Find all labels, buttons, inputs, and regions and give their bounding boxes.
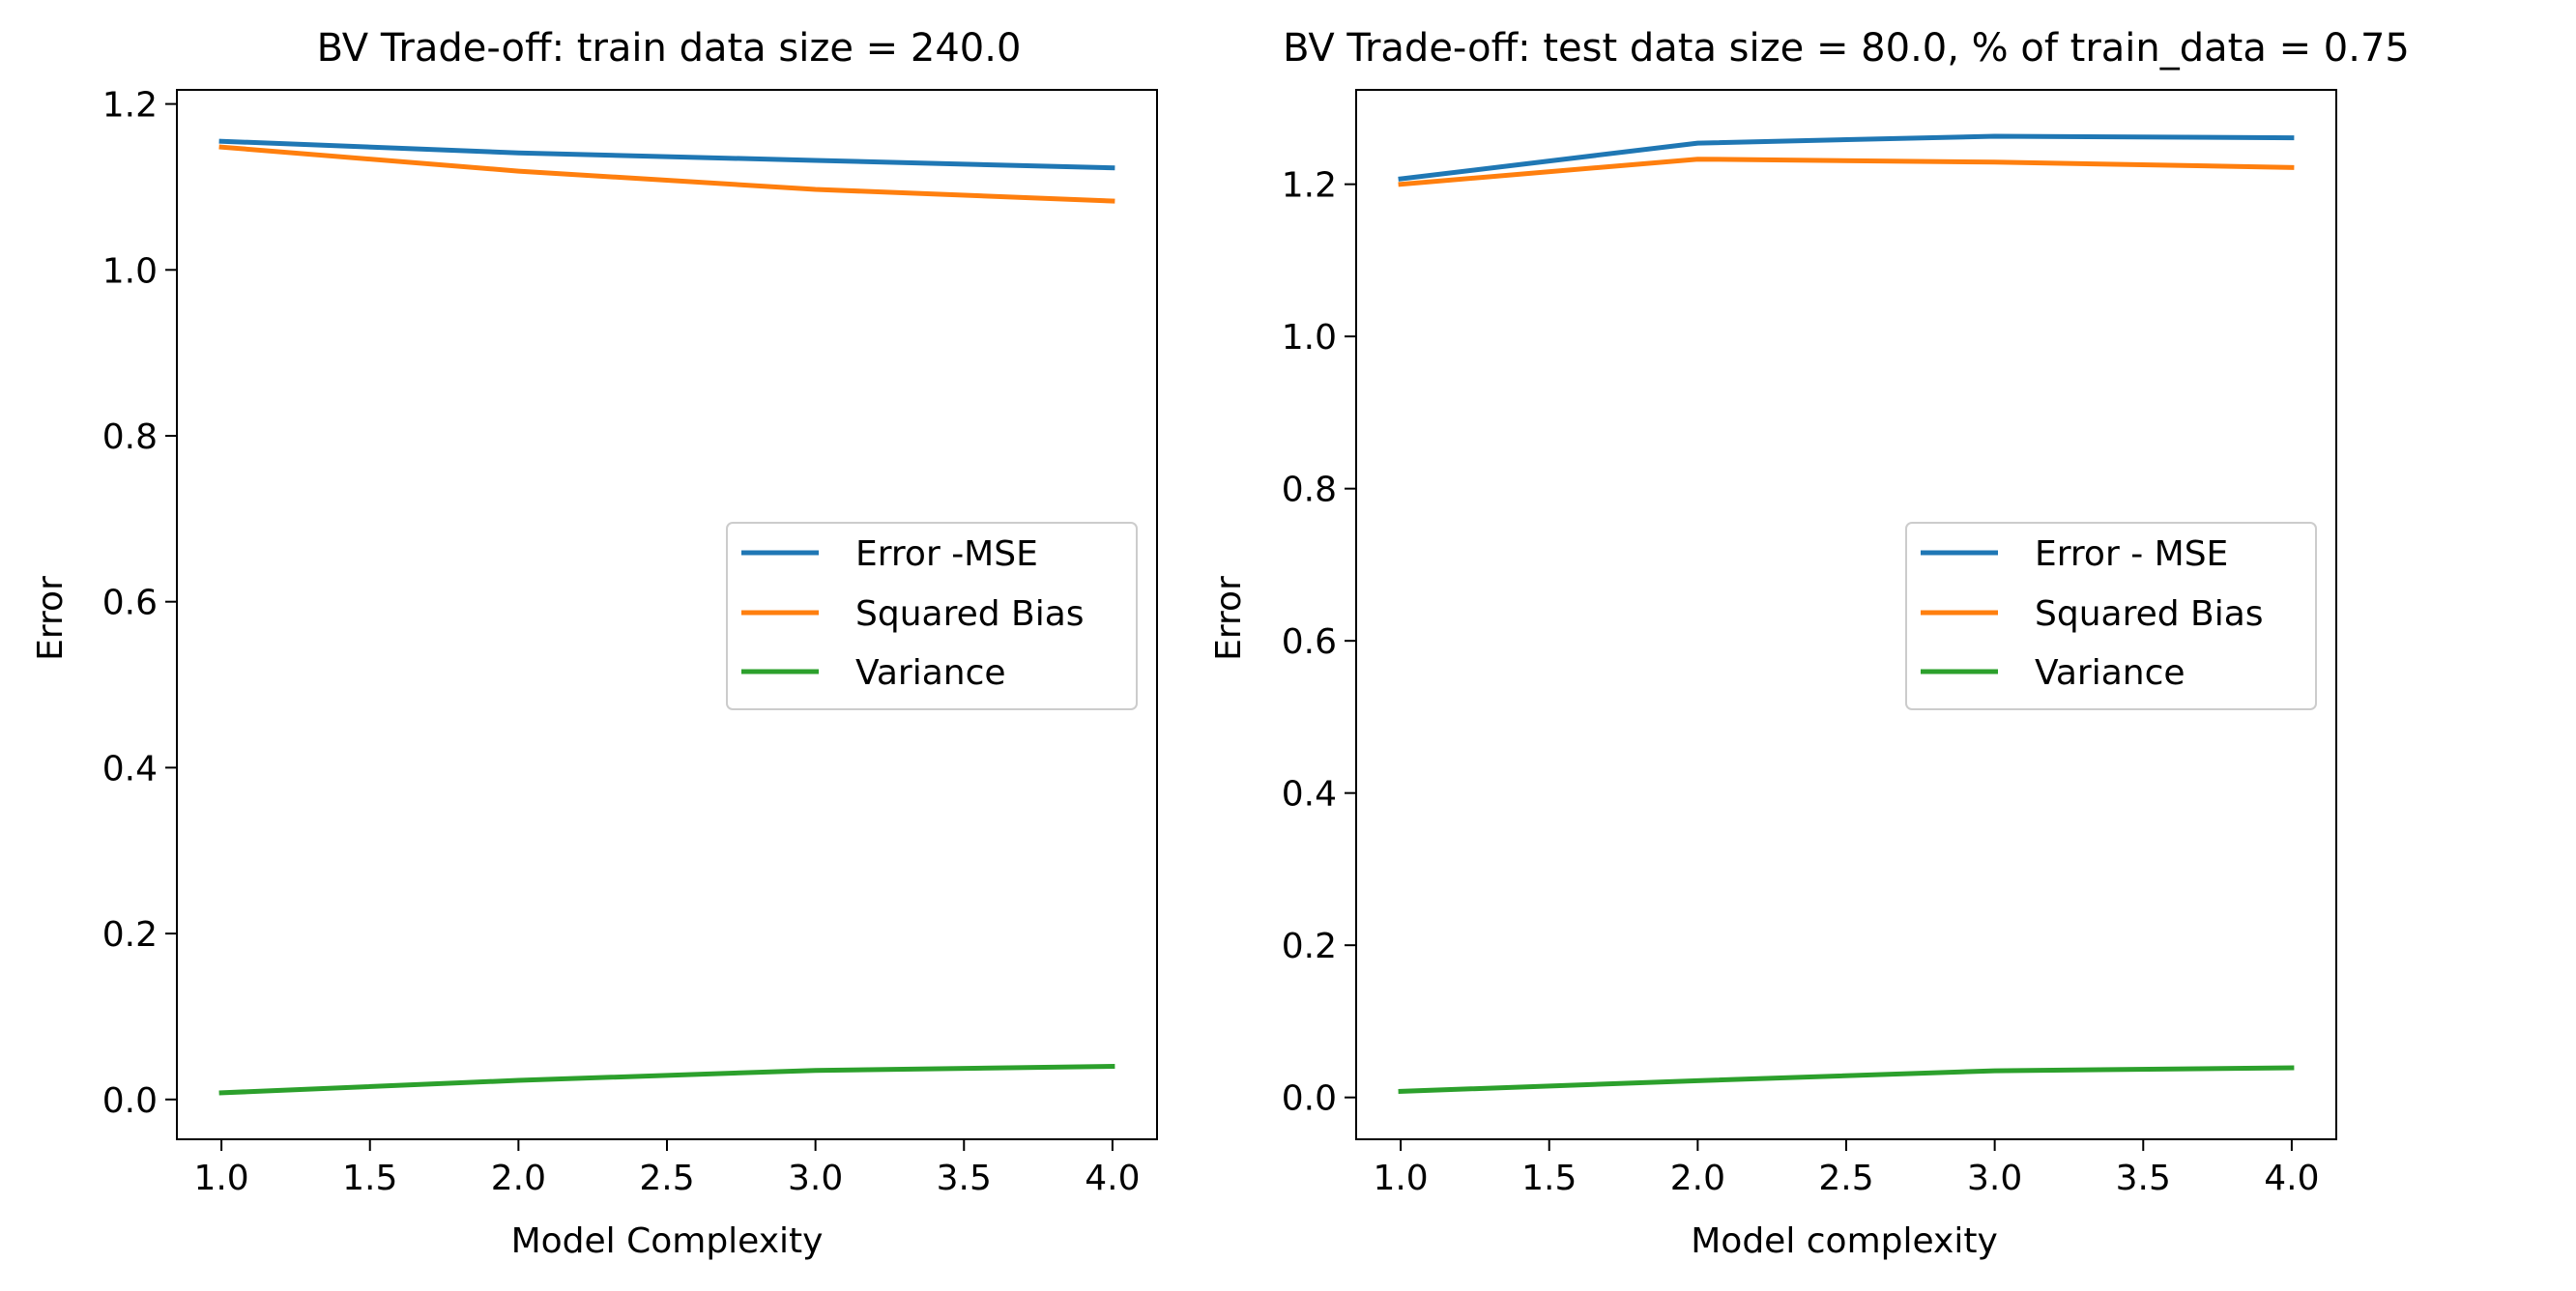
right-x-tick-label: 1.5 <box>1521 1159 1577 1198</box>
right-y-tick-label: 0.6 <box>1282 622 1337 662</box>
right-y-tick-label: 0.2 <box>1282 927 1337 966</box>
left-x-tick-label: 1.5 <box>342 1159 397 1198</box>
left-x-tick-label: 2.0 <box>491 1159 546 1198</box>
left-y-tick-label: 0.0 <box>102 1081 158 1121</box>
right-x-tick-label: 4.0 <box>2264 1159 2319 1198</box>
left-x-ticks: 1.0 1.5 2.0 2.5 3.0 3.5 4.0 <box>193 1139 1141 1198</box>
right-x-tick-label: 3.0 <box>1967 1159 2022 1198</box>
left-legend-label-variance: Variance <box>855 653 1006 693</box>
left-series-lines <box>218 138 1115 1096</box>
right-legend-label-error-mse: Error - MSE <box>2035 534 2228 574</box>
right-legend: Error - MSE Squared Bias Variance <box>1905 522 2317 710</box>
right-y-tick-label: 1.2 <box>1282 166 1337 206</box>
left-legend-box <box>726 522 1138 710</box>
right-y-tick-label: 1.0 <box>1282 318 1337 358</box>
right-x-ticks: 1.0 1.5 2.0 2.5 3.0 3.5 4.0 <box>1373 1139 2320 1198</box>
left-y-tick-label: 0.6 <box>102 584 158 623</box>
right-x-tick-label: 2.0 <box>1670 1159 1725 1198</box>
right-y-tick-label: 0.0 <box>1282 1079 1337 1119</box>
left-y-tick-label: 0.2 <box>102 915 158 955</box>
left-series-line-error-mse <box>218 138 1115 171</box>
left-y-tick-label: 1.0 <box>102 251 158 291</box>
left-y-axis-label: Error <box>31 576 71 661</box>
right-series-line-squared-bias <box>1398 157 2295 187</box>
left-x-tick-label: 4.0 <box>1085 1159 1140 1198</box>
left-y-tick-label: 1.2 <box>102 86 158 126</box>
right-legend-label-variance: Variance <box>2035 653 2185 693</box>
right-legend-box <box>1905 522 2317 710</box>
left-x-tick-label: 2.5 <box>639 1159 694 1198</box>
left-subplot-title: BV Trade-off: train data size = 240.0 <box>317 26 1022 71</box>
left-legend-label-squared-bias: Squared Bias <box>855 594 1085 634</box>
left-subplot: BV Trade-off: train data size = 240.0 1.… <box>31 26 1158 1261</box>
left-y-ticks: 0.0 0.2 0.4 0.6 0.8 1.0 1.2 <box>102 86 177 1121</box>
left-x-axis-label: Model Complexity <box>511 1221 824 1261</box>
right-subplot-title: BV Trade-off: test data size = 80.0, % o… <box>1283 26 2410 71</box>
left-x-tick-label: 3.5 <box>937 1159 992 1198</box>
right-x-tick-label: 1.0 <box>1373 1159 1428 1198</box>
right-x-tick-label: 3.5 <box>2116 1159 2171 1198</box>
left-y-tick-label: 0.4 <box>102 749 158 789</box>
right-subplot: BV Trade-off: test data size = 80.0, % o… <box>1209 26 2410 1261</box>
left-legend-label-error-mse: Error -MSE <box>855 534 1038 574</box>
left-legend: Error -MSE Squared Bias Variance <box>726 522 1138 710</box>
right-y-tick-label: 0.8 <box>1282 471 1337 510</box>
right-legend-label-squared-bias: Squared Bias <box>2035 594 2264 634</box>
right-y-ticks: 0.0 0.2 0.4 0.6 0.8 1.0 1.2 <box>1282 166 1356 1119</box>
left-series-line-squared-bias <box>218 144 1115 204</box>
right-series-line-error-mse <box>1398 133 2295 182</box>
right-x-axis-label: Model complexity <box>1691 1221 1998 1261</box>
left-series-line-variance <box>218 1063 1115 1096</box>
left-x-tick-label: 3.0 <box>788 1159 843 1198</box>
right-series-lines <box>1398 133 2295 1094</box>
right-y-tick-label: 0.4 <box>1282 775 1337 815</box>
right-series-line-variance <box>1398 1065 2295 1094</box>
left-x-tick-label: 1.0 <box>193 1159 248 1198</box>
right-y-axis-label: Error <box>1209 576 1249 661</box>
right-x-tick-label: 2.5 <box>1818 1159 1873 1198</box>
left-y-tick-label: 0.8 <box>102 417 158 457</box>
